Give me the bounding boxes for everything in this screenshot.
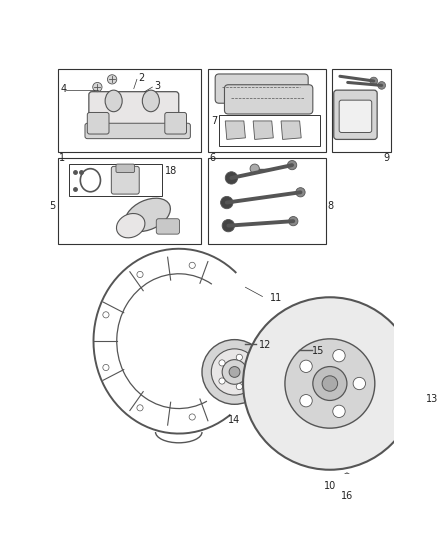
FancyBboxPatch shape [224,85,313,114]
Circle shape [236,384,243,390]
Ellipse shape [142,90,159,112]
Circle shape [202,340,267,405]
Circle shape [405,395,413,403]
Circle shape [296,188,305,197]
Circle shape [103,312,109,318]
Text: 5: 5 [49,201,56,211]
FancyBboxPatch shape [334,90,377,140]
Circle shape [189,262,195,269]
Circle shape [222,360,247,384]
Text: 1: 1 [60,154,66,163]
Circle shape [137,271,143,278]
Circle shape [370,77,378,85]
Circle shape [333,350,345,362]
FancyBboxPatch shape [85,123,191,139]
Text: 6: 6 [210,154,216,163]
Circle shape [229,367,240,377]
Circle shape [353,377,366,390]
Text: 15: 15 [312,346,325,356]
Circle shape [247,369,253,375]
Circle shape [221,196,233,209]
Bar [332,69,391,152]
Circle shape [300,360,312,373]
FancyBboxPatch shape [111,166,139,194]
Text: 2: 2 [138,73,145,83]
Bar [58,69,201,152]
Text: 9: 9 [383,154,389,163]
Bar [219,115,320,146]
Bar [208,69,326,152]
Circle shape [378,82,385,89]
Circle shape [333,405,345,417]
FancyBboxPatch shape [165,112,187,134]
FancyBboxPatch shape [215,74,308,103]
Circle shape [222,220,235,232]
Polygon shape [225,121,245,140]
Circle shape [189,414,195,420]
Circle shape [289,216,298,226]
Circle shape [300,394,312,407]
Text: 8: 8 [328,201,334,211]
FancyBboxPatch shape [89,92,179,130]
Circle shape [137,405,143,411]
Text: 18: 18 [165,166,177,175]
Text: 3: 3 [154,81,160,91]
Circle shape [219,378,225,384]
Bar [58,158,201,244]
Circle shape [285,339,375,428]
Circle shape [103,365,109,370]
Ellipse shape [125,198,170,231]
Circle shape [93,83,102,92]
Text: 16: 16 [341,491,353,502]
Text: 13: 13 [426,394,438,405]
Circle shape [107,75,117,84]
Text: 10: 10 [324,481,336,490]
FancyBboxPatch shape [87,112,109,134]
Polygon shape [281,121,301,140]
Circle shape [243,297,417,470]
FancyBboxPatch shape [156,219,180,234]
Circle shape [237,341,245,348]
Ellipse shape [117,214,145,238]
Circle shape [219,360,225,366]
Circle shape [236,354,243,360]
Circle shape [291,346,299,354]
Circle shape [250,164,259,173]
FancyBboxPatch shape [116,164,134,173]
FancyBboxPatch shape [339,100,372,133]
Polygon shape [253,121,273,140]
Circle shape [322,376,338,391]
Text: 12: 12 [259,340,272,350]
Circle shape [211,349,258,395]
Text: 7: 7 [211,116,218,126]
Text: 14: 14 [229,415,240,425]
Text: 11: 11 [270,294,283,303]
Ellipse shape [105,90,122,112]
Bar [69,164,162,196]
Text: 4: 4 [60,84,66,94]
Circle shape [225,172,238,184]
Circle shape [313,367,347,400]
Circle shape [287,160,297,169]
Bar [208,158,326,244]
